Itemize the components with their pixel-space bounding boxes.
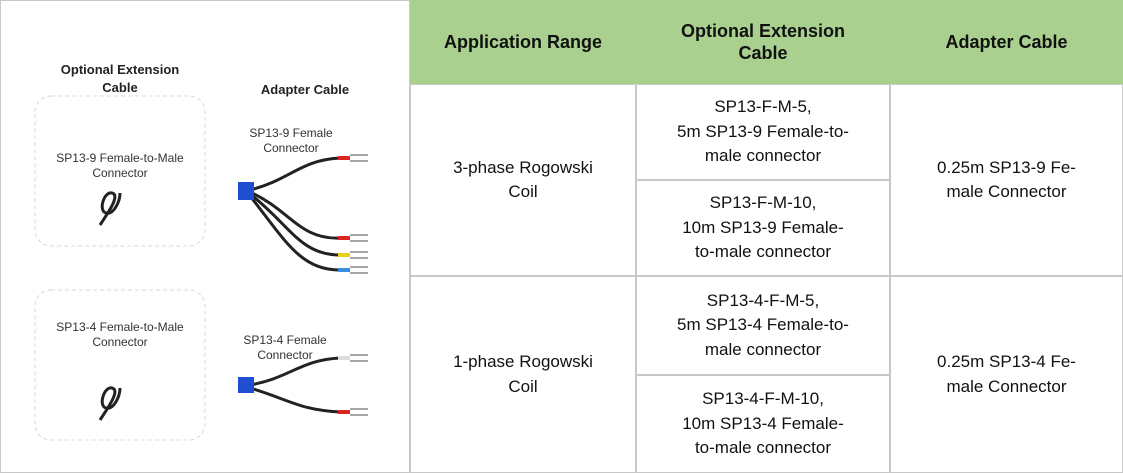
- adapter-cell: 0.25m SP13-9 Fe-male Connector: [890, 84, 1123, 276]
- extension-cell: SP13-4-F-M-5,5m SP13-4 Female-to-male co…: [636, 276, 890, 375]
- label-line: Connector: [35, 166, 205, 181]
- cell-line: 10m SP13-4 Female-: [682, 412, 844, 437]
- cell-line: 0.25m SP13-9 Fe-: [937, 156, 1076, 181]
- header-cell: Optional Extension Cable: [636, 0, 890, 84]
- page: Optional Extension Cable Adapter Cable S…: [0, 0, 1123, 473]
- extension-cell: SP13-4-F-M-10,10m SP13-4 Female-to-male …: [636, 375, 890, 473]
- cell-line: SP13-4-F-M-5,: [707, 289, 819, 314]
- extension-cell: SP13-F-M-5,5m SP13-9 Female-to-male conn…: [636, 84, 890, 180]
- extension-cell: SP13-F-M-10,10m SP13-9 Female-to-male co…: [636, 180, 890, 276]
- cell-line: SP13-F-M-10,: [710, 191, 817, 216]
- cell-line: Coil: [508, 375, 537, 400]
- label-line: Connector: [35, 335, 205, 350]
- cell-line: Coil: [508, 180, 537, 205]
- label-line: SP13-9 Female-to-Male: [35, 151, 205, 166]
- cell-line: 0.25m SP13-4 Fe-: [937, 350, 1076, 375]
- cell-line: 5m SP13-9 Female-to-: [677, 120, 849, 145]
- extension-heading-text: Optional Extension Cable: [55, 61, 185, 97]
- cell-line: SP13-F-M-5,: [714, 95, 811, 120]
- header-cell: Adapter Cable: [890, 0, 1123, 84]
- cell-line: 5m SP13-4 Female-to-: [677, 313, 849, 338]
- extension-heading: Optional Extension Cable: [20, 61, 220, 97]
- header-text: Optional Extension Cable: [663, 20, 863, 64]
- cell-line: to-male connector: [695, 436, 831, 461]
- cell-line: to-male connector: [695, 240, 831, 265]
- header-cell: Application Range: [410, 0, 636, 84]
- header-text: Adapter Cable: [945, 31, 1067, 53]
- cell-line: male connector: [705, 338, 821, 363]
- cell-line: SP13-4-F-M-10,: [702, 387, 824, 412]
- label-line: SP13-4 Female-to-Male: [35, 320, 205, 335]
- cell-line: 1-phase Rogowski: [453, 350, 593, 375]
- cell-line: male Connector: [946, 375, 1066, 400]
- label-line: SP13-4 Female: [230, 333, 340, 348]
- cell-line: male Connector: [946, 180, 1066, 205]
- adapter-heading: Adapter Cable: [240, 81, 370, 99]
- cell-line: male connector: [705, 144, 821, 169]
- cell-line: 3-phase Rogowski: [453, 156, 593, 181]
- label-line: Connector: [236, 141, 346, 156]
- adapter-cell: 0.25m SP13-4 Fe-male Connector: [890, 276, 1123, 473]
- label-line: SP13-9 Female: [236, 126, 346, 141]
- cell-line: 10m SP13-9 Female-: [682, 216, 844, 241]
- label-line: Connector: [230, 348, 340, 363]
- header-text: Application Range: [444, 31, 602, 53]
